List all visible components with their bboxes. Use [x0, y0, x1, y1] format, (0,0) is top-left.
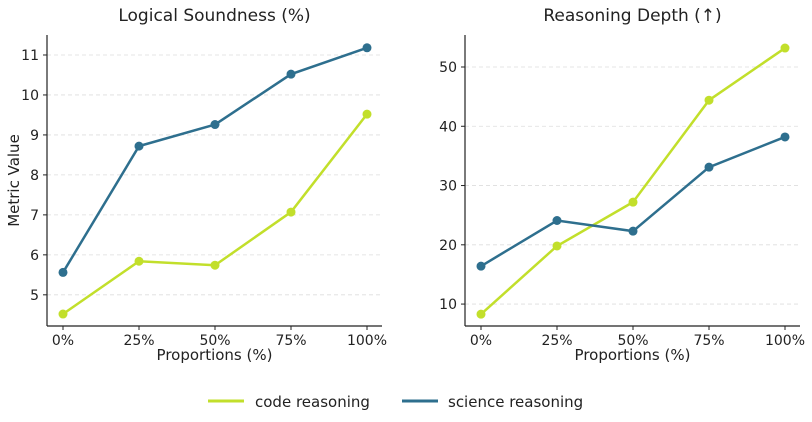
y-tick-label: 20 [439, 238, 457, 254]
x-tick-label: 75% [693, 333, 724, 349]
data-point-code-reasoning [476, 309, 486, 319]
x-axis-label: Proportions (%) [157, 346, 273, 364]
data-point-science-reasoning [780, 132, 790, 142]
x-tick-label: 25% [541, 333, 572, 349]
data-point-code-reasoning [58, 309, 68, 319]
y-tick-label: 50 [439, 60, 457, 76]
y-tick-label: 40 [439, 119, 457, 135]
data-point-code-reasoning [134, 256, 144, 266]
chart-title: Logical Soundness (%) [118, 6, 310, 26]
data-point-science-reasoning [628, 226, 638, 236]
data-point-code-reasoning [552, 241, 562, 251]
x-tick-label: 25% [123, 333, 154, 349]
data-point-code-reasoning [286, 207, 296, 217]
legend: code reasoning science reasoning [208, 393, 583, 411]
chart-panel-0: 5 6 7 8 9 10 11 0% 25% 50% 75% 100% Logical Soundnes… [5, 6, 387, 364]
data-point-science-reasoning [704, 162, 714, 172]
x-tick-label: 50% [199, 333, 230, 349]
series-line-code-reasoning [62, 113, 368, 316]
data-point-science-reasoning [134, 141, 144, 151]
legend-label-science: science reasoning [448, 393, 583, 411]
data-point-code-reasoning [704, 95, 714, 105]
y-tick-label: 10 [439, 297, 457, 313]
data-point-code-reasoning [780, 43, 790, 53]
data-point-code-reasoning [210, 260, 220, 270]
x-tick-label: 100% [347, 333, 387, 349]
y-tick-label: 5 [30, 288, 39, 304]
legend-label-code: code reasoning [255, 393, 370, 411]
x-tick-label: 0% [470, 333, 492, 349]
data-point-science-reasoning [210, 120, 220, 130]
x-tick-label: 75% [275, 333, 306, 349]
data-point-science-reasoning [476, 261, 486, 271]
y-tick-label: 30 [439, 179, 457, 195]
y-tick-label: 7 [30, 208, 39, 224]
y-tick-label: 9 [30, 128, 39, 144]
y-tick-label: 10 [21, 88, 39, 104]
data-point-science-reasoning [552, 216, 562, 226]
chart-panel-1: 10 20 30 40 50 0% 25% 50% 75% 100% Reasoning Depth… [439, 6, 805, 364]
y-axis-label: Metric Value [5, 134, 23, 227]
data-point-science-reasoning [286, 69, 296, 79]
x-tick-label: 50% [617, 333, 648, 349]
x-tick-label: 0% [52, 333, 74, 349]
data-point-code-reasoning [362, 109, 372, 119]
series-line-science-reasoning [61, 46, 368, 274]
x-tick-label: 100% [765, 333, 805, 349]
x-axis-label: Proportions (%) [575, 346, 691, 364]
chart-title: Reasoning Depth (↑) [543, 6, 721, 26]
data-point-science-reasoning [58, 267, 68, 277]
y-tick-label: 8 [30, 168, 39, 184]
y-tick-label: 11 [21, 48, 39, 64]
data-point-code-reasoning [628, 197, 638, 207]
data-point-science-reasoning [362, 43, 372, 53]
series-line-code-reasoning [480, 47, 786, 316]
y-tick-label: 6 [30, 248, 39, 264]
